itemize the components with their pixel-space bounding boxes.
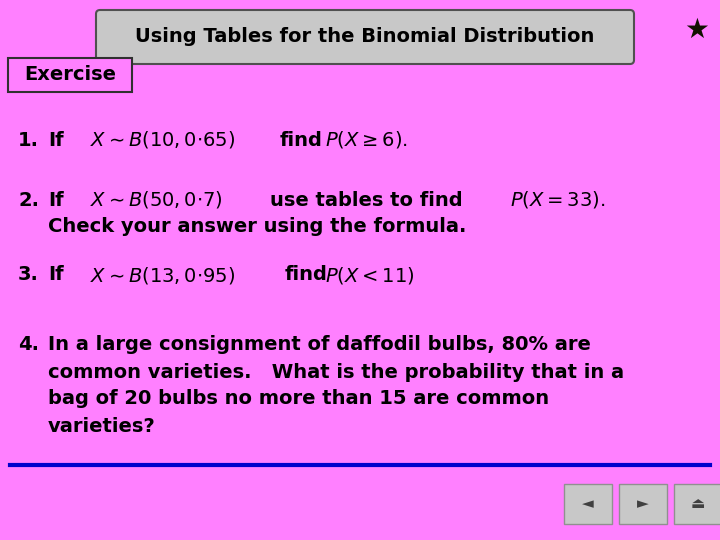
Text: ★: ★	[685, 16, 709, 44]
Text: bag of 20 bulbs no more than 15 are common: bag of 20 bulbs no more than 15 are comm…	[48, 389, 549, 408]
Text: Using Tables for the Binomial Distribution: Using Tables for the Binomial Distributi…	[135, 28, 595, 46]
Text: In a large consignment of daffodil bulbs, 80% are: In a large consignment of daffodil bulbs…	[48, 335, 591, 354]
Text: If: If	[48, 191, 63, 210]
FancyBboxPatch shape	[674, 484, 720, 524]
Text: $P(X < 11)$: $P(X < 11)$	[325, 265, 415, 286]
Text: ⏏: ⏏	[690, 496, 705, 511]
Text: 3.: 3.	[18, 266, 39, 285]
Text: 4.: 4.	[18, 335, 39, 354]
Text: common varieties.   What is the probability that in a: common varieties. What is the probabilit…	[48, 362, 624, 381]
Text: Exercise: Exercise	[24, 65, 116, 84]
Text: find: find	[280, 131, 323, 150]
FancyBboxPatch shape	[619, 484, 667, 524]
Text: Check your answer using the formula.: Check your answer using the formula.	[48, 218, 467, 237]
Text: use tables to find: use tables to find	[270, 191, 463, 210]
Text: If: If	[48, 131, 63, 150]
Text: 1.: 1.	[18, 131, 39, 150]
Text: find: find	[285, 266, 328, 285]
Text: ◄: ◄	[582, 496, 594, 511]
Text: $X \sim B(50,0{\cdot}7)$: $X \sim B(50,0{\cdot}7)$	[90, 190, 223, 211]
Text: $P(X \geq 6).$: $P(X \geq 6).$	[325, 130, 408, 151]
Text: $X \sim B(10,0{\cdot}65)$: $X \sim B(10,0{\cdot}65)$	[90, 130, 235, 151]
Text: varieties?: varieties?	[48, 416, 156, 435]
Text: 2.: 2.	[18, 191, 39, 210]
FancyBboxPatch shape	[564, 484, 612, 524]
Text: ►: ►	[637, 496, 649, 511]
FancyBboxPatch shape	[96, 10, 634, 64]
Text: If: If	[48, 266, 63, 285]
FancyBboxPatch shape	[8, 58, 132, 92]
Text: $X \sim B(13,0{\cdot}95)$: $X \sim B(13,0{\cdot}95)$	[90, 265, 235, 286]
Text: $P(X = 33).$: $P(X = 33).$	[510, 190, 606, 211]
